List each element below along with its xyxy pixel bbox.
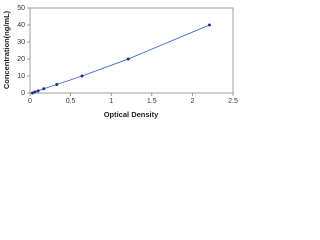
data-point (30, 91, 34, 95)
chart: Concentration(ng/mL) Optical Density 010… (2, 5, 238, 119)
y-axis-label: Concentration(ng/mL) (2, 10, 11, 89)
fit-line (32, 24, 210, 94)
x-tick-label: 2 (190, 98, 194, 105)
plot-frame (29, 7, 234, 94)
y-tick-label: 10 (17, 73, 25, 80)
y-tick-label: 40 (17, 22, 25, 29)
y-tick-label: 0 (21, 90, 25, 97)
data-point (55, 83, 59, 86)
data-point (36, 89, 40, 93)
x-tick-label: 0 (28, 98, 32, 105)
x-axis-label: Optical Density (104, 110, 159, 119)
data-point (33, 90, 37, 94)
x-tick-label: 1.5 (147, 98, 157, 105)
x-tick-label: 0.5 (66, 98, 76, 105)
data-point (126, 57, 130, 61)
y-tick-label: 30 (17, 39, 25, 46)
y-tick-label: 20 (17, 56, 25, 63)
data-point (80, 74, 84, 78)
data-point (42, 87, 46, 91)
x-tick-label: 2.5 (228, 98, 238, 105)
data-point (207, 23, 211, 27)
y-tick-label: 50 (17, 5, 25, 12)
x-tick-label: 1 (109, 98, 113, 105)
